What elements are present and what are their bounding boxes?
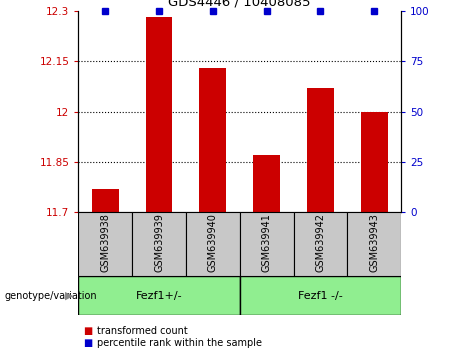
Text: GSM639939: GSM639939 [154, 213, 164, 273]
Bar [199, 68, 226, 212]
Bar [361, 112, 388, 212]
Bar [253, 155, 280, 212]
Text: GSM639938: GSM639938 [100, 213, 110, 273]
Bar [240, 212, 294, 276]
Text: Fezf1+/-: Fezf1+/- [136, 291, 183, 301]
Title: GDS4446 / 10408085: GDS4446 / 10408085 [168, 0, 311, 8]
Text: GSM639943: GSM639943 [369, 213, 379, 273]
Text: transformed count: transformed count [97, 326, 188, 336]
Text: ▶: ▶ [65, 291, 74, 301]
Bar [347, 212, 401, 276]
Text: ■: ■ [83, 338, 92, 348]
Bar [78, 276, 240, 315]
Bar [307, 88, 334, 212]
Text: GSM639940: GSM639940 [208, 213, 218, 273]
Text: Fezf1 -/-: Fezf1 -/- [298, 291, 343, 301]
Text: ■: ■ [83, 326, 92, 336]
Text: percentile rank within the sample: percentile rank within the sample [97, 338, 262, 348]
Bar [240, 276, 401, 315]
Bar [146, 17, 172, 212]
Bar [78, 212, 132, 276]
Text: GSM639941: GSM639941 [261, 213, 272, 273]
Bar [186, 212, 240, 276]
Text: genotype/variation: genotype/variation [5, 291, 97, 301]
Bar [92, 189, 118, 212]
Bar [294, 212, 347, 276]
Text: GSM639942: GSM639942 [315, 213, 325, 273]
Bar [132, 212, 186, 276]
